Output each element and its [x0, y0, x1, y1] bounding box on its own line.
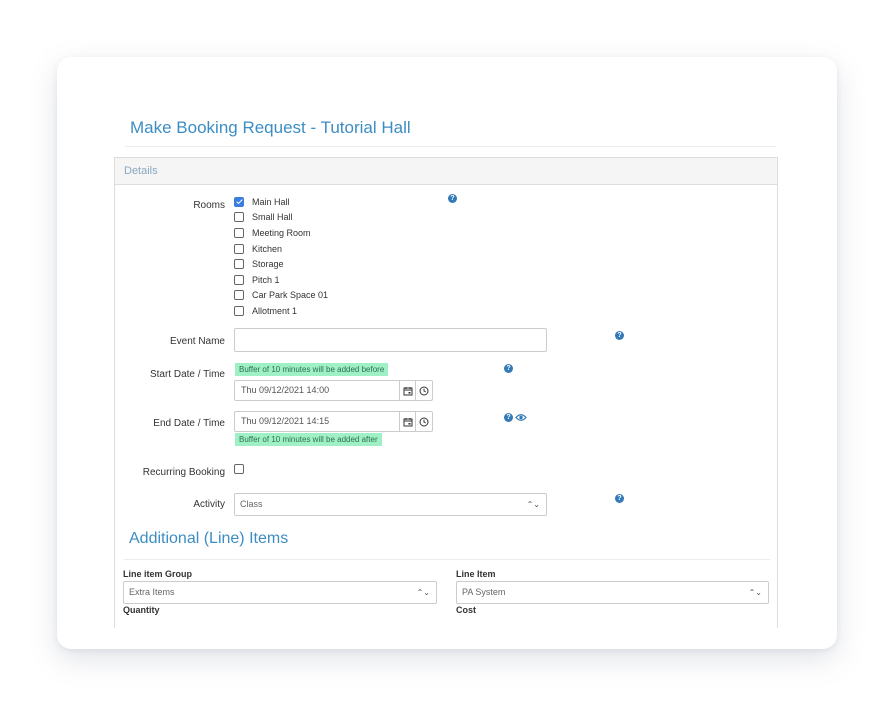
room-checkbox[interactable] — [234, 305, 244, 316]
start-clock-button[interactable] — [416, 380, 433, 401]
title-divider — [125, 146, 776, 147]
room-checkbox[interactable] — [234, 290, 244, 301]
room-checkbox[interactable] — [234, 274, 244, 285]
calendar-icon — [403, 417, 412, 426]
room-option[interactable]: Meeting Room — [234, 225, 328, 241]
room-option[interactable]: Main Hall — [234, 194, 328, 210]
room-checkbox[interactable] — [234, 212, 244, 223]
chevron-updown-icon: ⌃⌄ — [748, 588, 762, 597]
rooms-label: Rooms — [193, 200, 225, 211]
room-label: Kitchen — [252, 243, 283, 254]
start-datetime-input[interactable]: Thu 09/12/2021 14:00 — [234, 380, 399, 401]
additional-items-title: Additional (Line) Items — [129, 530, 289, 547]
room-label: Car Park Space 01 — [252, 290, 329, 301]
clock-icon — [419, 386, 429, 395]
line-item-group-select[interactable]: Extra Items ⌃⌄ — [123, 581, 437, 604]
calendar-icon — [403, 386, 412, 395]
room-option[interactable]: Storage — [234, 256, 328, 272]
activity-help-icon[interactable]: ? — [615, 494, 624, 503]
chevron-updown-icon: ⌃⌄ — [526, 500, 540, 509]
room-label: Small Hall — [252, 212, 293, 223]
room-label: Storage — [252, 259, 284, 270]
recurring-booking-checkbox[interactable] — [234, 464, 244, 474]
cost-label: Cost — [456, 605, 476, 615]
room-checkbox[interactable] — [234, 259, 244, 270]
activity-label: Activity — [193, 499, 225, 510]
room-label: Allotment 1 — [252, 305, 298, 316]
chevron-updown-icon: ⌃⌄ — [416, 588, 430, 597]
room-checkbox[interactable] — [234, 196, 244, 207]
end-calendar-button[interactable] — [399, 411, 416, 432]
room-label: Main Hall — [252, 196, 290, 207]
page-title: Make Booking Request - Tutorial Hall — [130, 118, 411, 137]
end-datetime-group: Thu 09/12/2021 14:15 — [234, 411, 433, 432]
start-buffer-badge: Buffer of 10 minutes will be added befor… — [235, 363, 389, 376]
start-calendar-button[interactable] — [399, 380, 416, 401]
line-item-select[interactable]: PA System ⌃⌄ — [456, 581, 769, 604]
line-item-value: PA System — [462, 587, 506, 597]
room-label: Meeting Room — [252, 227, 311, 238]
rooms-checkbox-list: Main Hall Small Hall Meeting Room Kitchen St… — [234, 194, 328, 319]
line-item-group-label: Line item Group — [123, 569, 193, 579]
recurring-booking-label: Recurring Booking — [142, 467, 225, 478]
clock-icon — [419, 417, 429, 426]
end-buffer-badge: Buffer of 10 minutes will be added after — [235, 433, 382, 446]
activity-select-value: Class — [240, 499, 263, 509]
room-option[interactable]: Kitchen — [234, 241, 328, 257]
line-item-label: Line Item — [456, 569, 496, 579]
event-name-help-icon[interactable]: ? — [615, 331, 624, 340]
additional-items-divider — [124, 559, 770, 560]
eye-icon[interactable] — [515, 413, 527, 422]
room-label: Pitch 1 — [252, 274, 280, 285]
activity-select[interactable]: Class ⌃⌄ — [234, 493, 547, 516]
rooms-help-icon[interactable]: ? — [448, 194, 457, 203]
start-datetime-label: Start Date / Time — [149, 369, 225, 380]
end-datetime-help-icon[interactable]: ? — [504, 413, 513, 422]
line-item-group-value: Extra Items — [129, 587, 175, 597]
room-option[interactable]: Car Park Space 01 — [234, 288, 328, 304]
room-checkbox[interactable] — [234, 227, 244, 238]
booking-card: Make Booking Request - Tutorial Hall Det… — [57, 57, 837, 649]
start-datetime-help-icon[interactable]: ? — [504, 364, 513, 373]
event-name-input[interactable] — [234, 328, 547, 352]
details-panel: Details Rooms Main Hall Small Hall Meeting… — [114, 157, 778, 628]
room-option[interactable]: Allotment 1 — [234, 303, 328, 319]
start-datetime-group: Thu 09/12/2021 14:00 — [234, 380, 433, 401]
end-clock-button[interactable] — [416, 411, 433, 432]
end-datetime-input[interactable]: Thu 09/12/2021 14:15 — [234, 411, 399, 432]
room-option[interactable]: Pitch 1 — [234, 272, 328, 288]
details-panel-heading: Details — [115, 158, 777, 185]
event-name-label: Event Name — [169, 336, 225, 347]
room-checkbox[interactable] — [234, 243, 244, 254]
room-option[interactable]: Small Hall — [234, 210, 328, 226]
quantity-label: Quantity — [123, 605, 160, 615]
end-datetime-label: End Date / Time — [153, 418, 225, 429]
